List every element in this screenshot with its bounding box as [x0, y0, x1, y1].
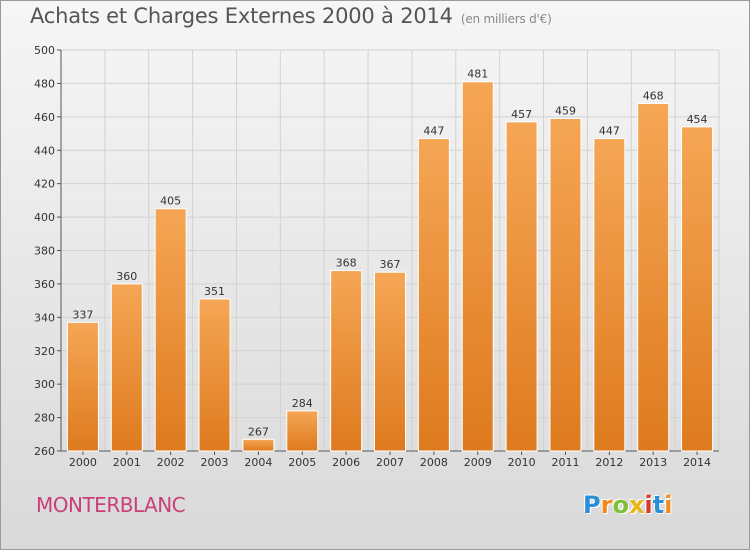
x-tick-label: 2000 — [69, 456, 97, 469]
bar-value-label: 337 — [72, 308, 93, 321]
y-tick-label: 420 — [34, 178, 55, 191]
x-tick-label: 2002 — [157, 456, 185, 469]
logo-letter: r — [600, 491, 613, 519]
bar — [154, 208, 187, 452]
x-tick-label: 2008 — [420, 456, 448, 469]
bar — [242, 438, 275, 452]
x-tick-label: 2014 — [683, 456, 711, 469]
x-tick-label: 2010 — [508, 456, 536, 469]
bar — [461, 81, 494, 452]
bar-value-label: 468 — [643, 89, 664, 102]
logo-letter: P — [583, 491, 601, 519]
bar-value-label: 367 — [380, 258, 401, 271]
bar-value-label: 368 — [336, 257, 357, 270]
y-tick-label: 300 — [34, 378, 55, 391]
bar-value-label: 447 — [599, 125, 620, 138]
bar-value-label: 351 — [204, 285, 225, 298]
commune-name: MONTERBLANC — [36, 493, 186, 517]
y-tick-label: 440 — [34, 144, 55, 157]
y-tick-label: 460 — [34, 111, 55, 124]
x-tick-label: 2005 — [288, 456, 316, 469]
chart-title-text: Achats et Charges Externes 2000 à 2014 — [30, 4, 453, 28]
bar — [330, 270, 363, 452]
logo-letter: i — [644, 491, 653, 519]
bar — [374, 271, 406, 452]
y-tick-label: 500 — [34, 44, 55, 57]
x-tick-label: 2013 — [639, 456, 667, 469]
x-tick-label: 2001 — [113, 456, 141, 469]
bar-value-label: 447 — [423, 125, 444, 138]
y-tick-label: 340 — [34, 311, 55, 324]
bar-value-label: 481 — [467, 68, 488, 81]
logo-letter: i — [664, 491, 673, 519]
x-tick-label: 2011 — [551, 456, 579, 469]
bar-value-label: 360 — [116, 270, 137, 283]
x-tick-label: 2006 — [332, 456, 360, 469]
chart-title: Achats et Charges Externes 2000 à 2014 (e… — [30, 4, 552, 28]
logo-letter: o — [612, 491, 629, 519]
logo-letter: t — [652, 491, 665, 519]
bar — [637, 102, 670, 452]
bar-value-label: 405 — [160, 195, 181, 208]
y-tick-label: 280 — [34, 412, 55, 425]
bar — [66, 321, 99, 452]
bar — [110, 283, 143, 452]
x-tick-label: 2004 — [244, 456, 272, 469]
chart-subtitle: (en milliers d'€) — [460, 12, 552, 26]
bar — [593, 138, 626, 452]
y-tick-label: 480 — [34, 77, 55, 90]
x-tick-label: 2007 — [376, 456, 404, 469]
bar-value-label: 459 — [555, 105, 576, 118]
bar-value-label: 457 — [511, 108, 532, 121]
bar-value-label: 454 — [687, 113, 708, 126]
bar — [417, 138, 450, 452]
y-tick-label: 380 — [34, 245, 55, 258]
bar-value-label: 284 — [292, 397, 313, 410]
bar-value-label: 267 — [248, 425, 269, 438]
bar — [549, 118, 582, 452]
bar — [286, 410, 319, 452]
y-tick-label: 400 — [34, 211, 55, 224]
bar — [198, 298, 231, 452]
logo-letter: x — [628, 491, 645, 519]
proxiti-logo: Proxiti — [583, 491, 672, 519]
x-tick-label: 2009 — [464, 456, 492, 469]
y-tick-label: 360 — [34, 278, 55, 291]
x-tick-label: 2003 — [201, 456, 229, 469]
y-tick-label: 320 — [34, 345, 55, 358]
bar — [505, 121, 538, 452]
x-tick-label: 2012 — [595, 456, 623, 469]
bar — [681, 126, 714, 452]
y-tick-label: 260 — [34, 445, 55, 458]
